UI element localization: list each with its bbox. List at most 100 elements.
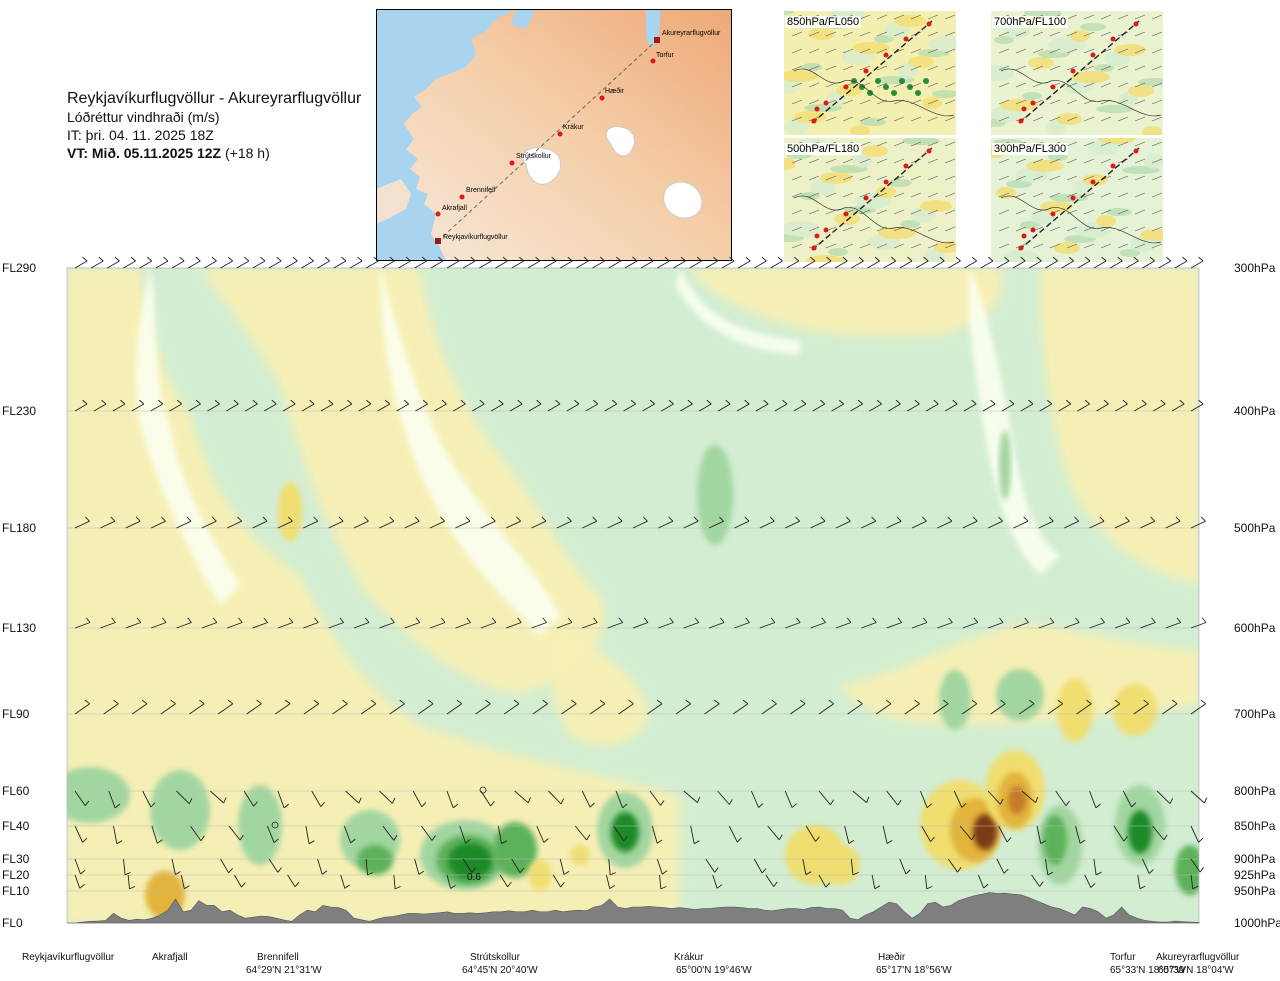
barb-flag [390, 617, 395, 623]
barb-staff [810, 520, 826, 529]
barb-staff [475, 703, 491, 715]
wind-cell [67, 767, 130, 823]
wind-barb [398, 256, 411, 269]
wind-barb [1140, 617, 1156, 629]
barb-flag [971, 834, 976, 841]
panel-cell [908, 56, 934, 68]
barb-staff [982, 403, 996, 412]
wind-barb [732, 699, 749, 715]
panel-barb [808, 65, 820, 71]
panel-barb [842, 31, 854, 37]
barb-flag [450, 884, 456, 889]
route-title: Reykjavíkurflugvöllur - Akureyrarflugvöl… [67, 90, 362, 107]
barb-flag [826, 256, 832, 262]
barb-staff [770, 260, 783, 269]
wind-barb [861, 516, 877, 529]
barb-staff [1158, 260, 1172, 269]
quantity-label: Lóðréttur vindhraði (m/s) [67, 109, 220, 125]
barb-flag [1006, 837, 1012, 843]
panel-waypoint [823, 227, 829, 233]
barb-flag [428, 699, 434, 705]
wind-barb [1190, 256, 1204, 269]
barb-flag [421, 802, 427, 808]
barb-staff [220, 858, 229, 874]
barb-staff [505, 520, 521, 529]
barb-staff [282, 403, 296, 412]
panel-barb [1117, 175, 1129, 181]
panel-barb [1083, 192, 1095, 198]
barb-flag [527, 797, 531, 803]
barb-staff [189, 703, 205, 715]
wind-barb [640, 256, 654, 269]
wind-barb [1045, 256, 1058, 269]
barb-staff [252, 260, 266, 269]
barb-flag [1143, 699, 1149, 705]
wind-barb [1038, 516, 1054, 529]
barb-staff [818, 874, 827, 888]
wind-barb [607, 516, 623, 529]
barb-flag [237, 516, 243, 522]
panel-barb [893, 209, 905, 215]
barb-flag [897, 617, 903, 623]
barb-staff [275, 703, 291, 715]
barb-flag [1028, 399, 1034, 405]
barb-flag [842, 256, 848, 262]
barb-staff [920, 790, 928, 808]
land [376, 179, 411, 224]
barb-flag [609, 885, 616, 889]
wind-barb [882, 825, 893, 844]
panel-waypoint [1110, 36, 1116, 42]
wind-barb [112, 399, 126, 412]
barb-staff [1140, 622, 1156, 629]
barb-flag [82, 399, 88, 405]
panel-700-label: 700hPa/FL100 [992, 16, 1069, 28]
panel-barb [1032, 158, 1044, 164]
barb-flag [491, 617, 497, 623]
barb-staff [944, 403, 958, 412]
barb-flag [490, 801, 495, 807]
barb-staff [805, 825, 816, 842]
barb-flag [129, 886, 136, 890]
wind-barb [931, 256, 945, 269]
panel-barb [842, 65, 854, 71]
wind-barb [1013, 617, 1029, 629]
barb-flag [1123, 836, 1128, 842]
barb-flag [769, 516, 775, 522]
panel-barb [1134, 141, 1146, 147]
barb-flag [1198, 837, 1204, 843]
wind-barb [113, 825, 123, 845]
barb-staff [228, 825, 241, 841]
wind-barb [712, 874, 723, 889]
glacier [605, 125, 635, 157]
barb-flag [1039, 881, 1044, 887]
panel-barb [825, 158, 837, 164]
barb-staff [506, 622, 522, 629]
panel-cell [874, 35, 894, 43]
panel-waypoint [1050, 211, 1056, 217]
barb-flag [555, 399, 561, 405]
panel-barb [791, 175, 803, 181]
wind-barb [761, 699, 777, 715]
wind-barb [365, 858, 374, 876]
panel-barb [998, 192, 1010, 198]
barb-staff [835, 520, 851, 529]
barb-flag [791, 803, 797, 808]
barb-flag [574, 399, 580, 405]
panel-barb [944, 82, 956, 88]
barb-staff [217, 703, 234, 715]
barb-flag [971, 399, 977, 405]
panel-barb [1083, 243, 1095, 249]
barb-flag [713, 256, 719, 262]
wind-barb [962, 516, 978, 529]
panel-barb [859, 116, 871, 122]
barb-staff [552, 874, 561, 888]
fjord [511, 9, 536, 29]
barb-flag [283, 803, 289, 809]
panel-barb [1134, 31, 1146, 37]
wind-barb [343, 825, 356, 844]
valid-time: VT: Mið. 05.11.2025 12Z (+18 h) [67, 144, 361, 162]
barb-staff [717, 403, 731, 412]
barb-staff [479, 260, 492, 269]
panel-barb [1100, 141, 1112, 147]
panel-barb [944, 226, 956, 232]
